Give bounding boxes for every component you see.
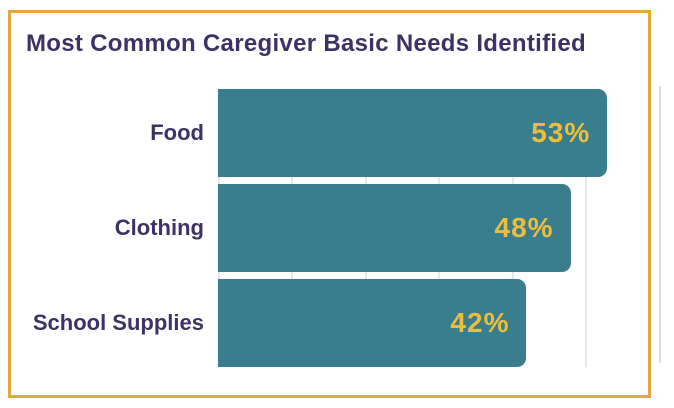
bar-row-food: Food 53%: [23, 89, 644, 177]
bar-track: 42%: [218, 279, 644, 367]
category-label-food: Food: [150, 120, 204, 145]
bar-row-school-supplies: School Supplies 42%: [23, 279, 644, 367]
bar-school-supplies: 42%: [218, 279, 527, 367]
bar-chart: Food 53% Clothing 48%: [23, 89, 644, 367]
chart-card: Most Common Caregiver Basic Needs Identi…: [8, 10, 651, 398]
category-label-clothing: Clothing: [114, 215, 204, 240]
adjacent-card-edge: [659, 86, 661, 363]
category-label-school-supplies: School Supplies: [32, 310, 204, 335]
value-label-school-supplies: 42%: [450, 307, 510, 338]
bar-track: 48%: [218, 184, 644, 272]
value-label-clothing: 48%: [494, 212, 554, 243]
bar-clothing: 48%: [218, 184, 571, 272]
value-label-food: 53%: [531, 117, 591, 148]
bar-food: 53%: [218, 89, 608, 177]
bar-rows: Food 53% Clothing 48%: [23, 89, 644, 367]
bar-track: 53%: [218, 89, 644, 177]
chart-title: Most Common Caregiver Basic Needs Identi…: [26, 30, 586, 57]
gridline: [585, 89, 588, 367]
bar-row-clothing: Clothing 48%: [23, 184, 644, 272]
